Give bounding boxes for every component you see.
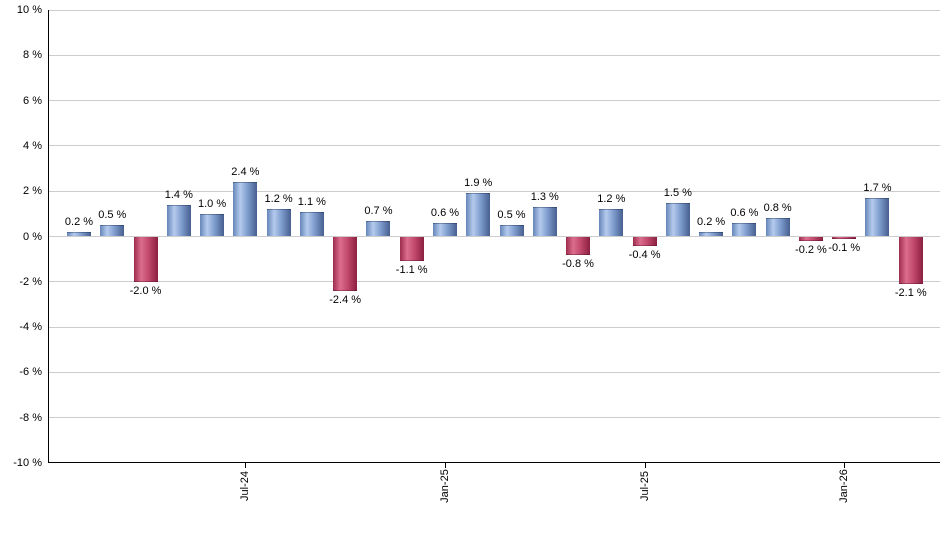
x-axis-tick-label: Jul-24	[239, 471, 252, 501]
bar-value-label: 1.7 %	[863, 181, 892, 194]
bar-value-label: -2.1 %	[894, 287, 927, 300]
bar-21[interactable]	[732, 222, 757, 237]
x-axis-tick-mark	[644, 461, 646, 468]
bar-value-label: 1.9 %	[464, 177, 493, 190]
x-axis-tick-mark	[444, 461, 446, 468]
x-axis-tick-label: Jul-25	[638, 471, 651, 501]
y-axis-tick-label: -2 %	[19, 275, 42, 288]
gridline-8pct	[49, 54, 940, 56]
y-axis-tick-label: -6 %	[19, 366, 42, 379]
y-axis-tick-label: 2 %	[23, 185, 42, 198]
bar-value-label: -0.2 %	[795, 244, 827, 257]
x-axis-tick-label: Jan-26	[838, 469, 851, 503]
bar-value-label: -2.4 %	[329, 293, 362, 306]
bar-value-label: 1.2 %	[264, 193, 293, 206]
bar-value-label: 0.5 %	[497, 209, 526, 222]
bar-1[interactable]	[67, 231, 91, 237]
gridline--4pct	[49, 326, 940, 328]
bar-6[interactable]	[233, 182, 258, 237]
bar-20[interactable]	[699, 231, 724, 237]
x-axis-tick-label: Jan-25	[438, 469, 451, 503]
bar-25[interactable]	[865, 197, 890, 237]
bar-value-label: 0.8 %	[763, 202, 792, 215]
bar-4[interactable]	[166, 204, 191, 237]
bar-8[interactable]	[299, 211, 324, 237]
bar-value-label: 0.7 %	[364, 204, 393, 217]
bar-10[interactable]	[366, 220, 391, 237]
bar-value-label: -2.0 %	[129, 284, 162, 297]
bar-22[interactable]	[765, 218, 790, 237]
bar-value-label: 1.1 %	[297, 195, 326, 208]
bar-19[interactable]	[665, 202, 690, 237]
gridline-6pct	[49, 100, 940, 102]
y-axis-tick-label: 8 %	[23, 49, 42, 62]
x-axis-tick-mark	[245, 461, 247, 468]
bar-value-label: -1.1 %	[395, 264, 428, 277]
x-axis-tick-mark	[844, 461, 846, 468]
bar-value-label: 1.0 %	[198, 197, 227, 210]
gridline-4pct	[49, 145, 940, 147]
gridline-10pct	[49, 9, 940, 11]
bar-value-label: 0.2 %	[64, 215, 94, 228]
bar-3[interactable]	[133, 236, 158, 282]
bar-5[interactable]	[200, 213, 225, 237]
bar-value-label: 1.5 %	[663, 186, 692, 199]
bar-value-label: 1.3 %	[530, 191, 559, 204]
gridline--6pct	[49, 371, 940, 373]
bar-value-label: -0.8 %	[562, 257, 594, 270]
bar-26[interactable]	[898, 236, 923, 285]
gridline--8pct	[49, 417, 940, 419]
bar-15[interactable]	[532, 207, 557, 237]
bar-value-label: -0.4 %	[628, 248, 661, 261]
gridline-2pct	[49, 190, 940, 192]
y-axis-tick-label: -10 %	[13, 457, 42, 469]
bar-value-label: 2.4 %	[231, 166, 260, 179]
bar-13[interactable]	[466, 193, 491, 237]
y-axis-tick-label: -8 %	[19, 411, 42, 424]
bar-17[interactable]	[599, 209, 624, 237]
x-axis-line	[47, 461, 940, 463]
gridline--2pct	[49, 281, 940, 283]
bar-16[interactable]	[566, 236, 591, 255]
bar-value-label: -0.1 %	[828, 241, 861, 254]
bar-11[interactable]	[399, 236, 424, 262]
y-axis-tick-label: 0 %	[23, 230, 42, 243]
bar-24[interactable]	[832, 236, 857, 239]
bar-value-label: 0.6 %	[430, 206, 460, 219]
bar-12[interactable]	[432, 222, 457, 237]
bar-value-label: 0.2 %	[697, 215, 726, 228]
y-axis-tick-label: 10 %	[16, 4, 42, 16]
bar-value-label: 1.2 %	[597, 193, 626, 206]
gridline-0pct	[49, 236, 940, 237]
bar-value-label: 1.4 %	[164, 188, 193, 201]
bar-value-label: 0.5 %	[98, 209, 127, 222]
bar-14[interactable]	[499, 225, 524, 237]
bar-2[interactable]	[100, 225, 125, 237]
y-axis-tick-label: 4 %	[23, 139, 42, 152]
bar-9[interactable]	[333, 236, 358, 291]
bar-7[interactable]	[266, 209, 291, 237]
bar-23[interactable]	[798, 236, 823, 242]
bar-18[interactable]	[632, 236, 657, 246]
y-axis-line	[47, 10, 49, 463]
y-axis-tick-label: 6 %	[23, 94, 42, 107]
y-axis-tick-label: -4 %	[19, 321, 42, 334]
bar-value-label: 0.6 %	[730, 206, 759, 219]
